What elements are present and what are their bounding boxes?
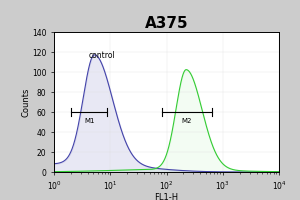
- Text: control: control: [89, 51, 116, 60]
- X-axis label: FL1-H: FL1-H: [154, 193, 178, 200]
- Y-axis label: Counts: Counts: [22, 87, 31, 117]
- Text: M2: M2: [182, 118, 192, 124]
- Text: M1: M1: [84, 118, 94, 124]
- Title: A375: A375: [145, 16, 188, 31]
